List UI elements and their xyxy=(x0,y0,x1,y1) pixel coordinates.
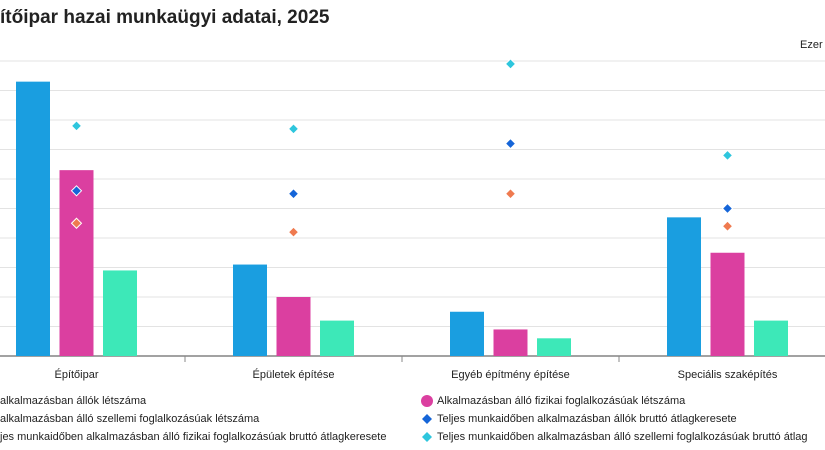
bar xyxy=(103,270,137,356)
legend-label: Alkalmazásban álló fizikai foglalkozásúa… xyxy=(437,395,686,407)
bar xyxy=(320,320,354,356)
bar xyxy=(450,311,484,356)
legend-label: alkalmazásban álló szellemi foglalkozású… xyxy=(0,413,260,425)
legend-marker xyxy=(421,395,433,407)
legend-marker xyxy=(422,414,432,424)
diamond-marker xyxy=(721,220,734,232)
x-tick-label: Épületek építése xyxy=(253,368,335,381)
legend-marker xyxy=(422,432,432,442)
diamond-marker xyxy=(287,188,300,200)
diamond-marker xyxy=(721,149,734,162)
bar xyxy=(493,329,528,356)
diamond-marker xyxy=(504,58,517,70)
diamond-marker xyxy=(70,120,83,132)
bar xyxy=(667,217,701,356)
x-tick-label: Egyéb építmény építése xyxy=(451,369,570,381)
diamond-marker xyxy=(504,137,517,150)
diamond-marker xyxy=(721,202,734,215)
bar xyxy=(276,297,311,356)
legend-label: Teljes munkaidőben alkalmazásban álló sz… xyxy=(437,431,808,443)
bar xyxy=(710,252,745,356)
diamond-marker xyxy=(504,188,517,200)
bar xyxy=(537,338,571,356)
bar xyxy=(754,320,788,356)
bar xyxy=(16,81,50,357)
diamond-marker xyxy=(287,123,300,135)
bar xyxy=(59,170,94,356)
unit-label: Ezer f xyxy=(800,39,825,51)
legend-label: jes munkaidőben alkalmazásban álló fizik… xyxy=(0,431,386,443)
legend-label: alkalmazásban állók létszáma xyxy=(0,395,147,407)
diamond-marker xyxy=(287,226,300,238)
diamond-marker xyxy=(70,217,83,229)
diamond-marker xyxy=(70,185,83,197)
x-tick-label: Építőipar xyxy=(54,368,98,381)
x-tick-label: Speciális szaképítés xyxy=(678,369,778,381)
bar xyxy=(233,264,267,356)
chart-title: ítőipar hazai munkaügyi adatai, 2025 xyxy=(0,7,330,28)
legend-label: Teljes munkaidőben alkalmazásban állók b… xyxy=(437,413,737,425)
